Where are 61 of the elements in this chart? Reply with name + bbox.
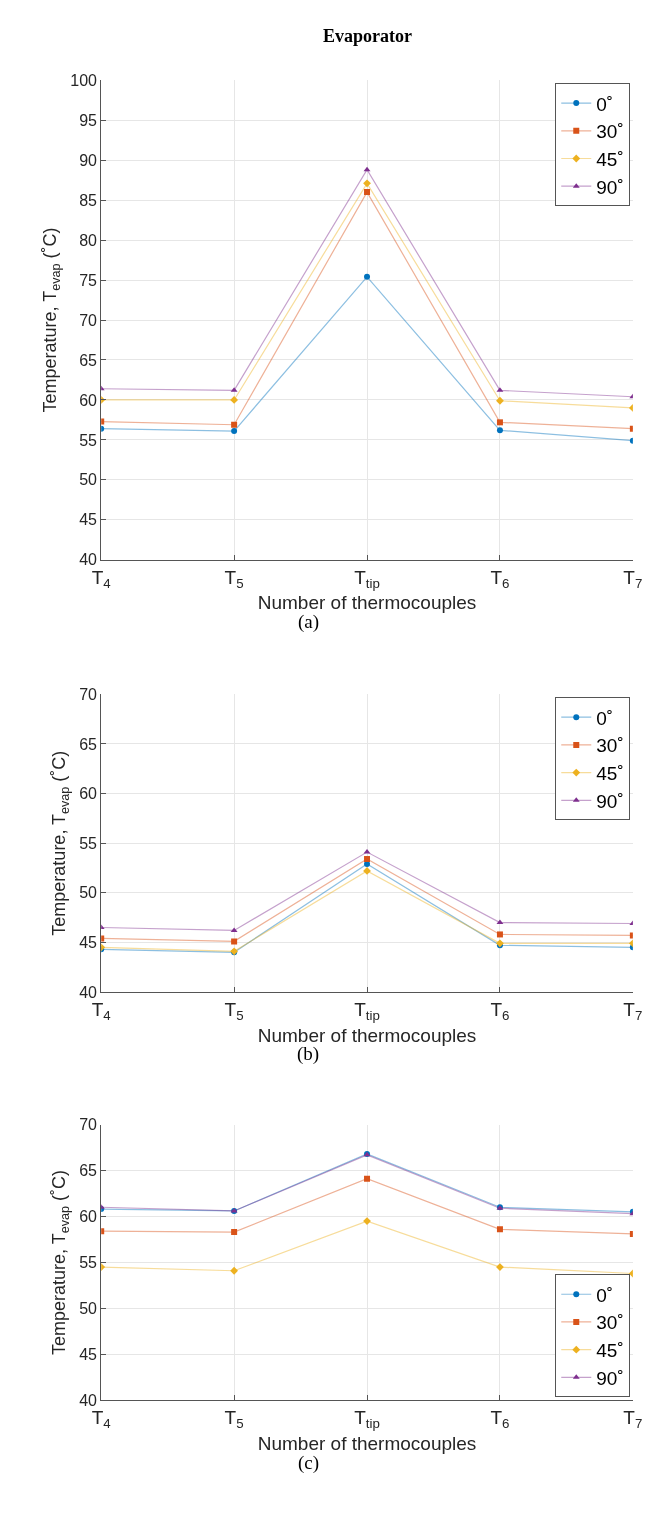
y-tick-label: 75 bbox=[79, 271, 98, 289]
x-tick-label: T$_{6}$ bbox=[490, 998, 510, 1023]
text: (b) bbox=[297, 1043, 320, 1065]
y-tick-label: 55 bbox=[79, 431, 98, 449]
x-tick-label: T$_{tip}$ bbox=[354, 566, 380, 591]
chart-title: Evaporator bbox=[323, 26, 412, 46]
x-axis-title: Number of thermocouples bbox=[257, 1024, 477, 1046]
y-tick-label: 60 bbox=[79, 1208, 98, 1226]
x-tick-label: T$_{5}$ bbox=[224, 1407, 244, 1432]
legend-label: 30˚ bbox=[596, 121, 624, 143]
y-tick-label: 70 bbox=[79, 685, 98, 703]
x-tick-label: T$_{4}$ bbox=[91, 1407, 111, 1432]
y-tick-label: 65 bbox=[79, 735, 98, 753]
y-tick-label: 70 bbox=[79, 1116, 98, 1134]
y-tick-label: 95 bbox=[79, 111, 98, 129]
x-tick-label: T$_{tip}$ bbox=[354, 1407, 380, 1432]
x-tick-label: T$_{7}$ bbox=[623, 566, 643, 591]
x-tick-label: T$_{7}$ bbox=[623, 1407, 643, 1432]
y-tick-label: 85 bbox=[79, 191, 98, 209]
legend-label: 45˚ bbox=[596, 1340, 624, 1362]
legend-label: 0˚ bbox=[596, 1284, 614, 1306]
legend-label: 30˚ bbox=[596, 1312, 624, 1334]
y-tick-label: 45 bbox=[79, 511, 98, 529]
x-tick-label: T$_{4}$ bbox=[91, 998, 111, 1023]
y-tick-label: 45 bbox=[79, 933, 98, 951]
legend-label: 0˚ bbox=[596, 93, 614, 115]
y-tick-label: 100 bbox=[70, 71, 98, 89]
x-tick-label: T$_{7}$ bbox=[623, 998, 643, 1023]
y-tick-label: 80 bbox=[79, 231, 98, 249]
x-tick-label: T$_{6}$ bbox=[490, 566, 510, 591]
x-axis-title: Number of thermocouples bbox=[257, 1433, 477, 1455]
x-tick-label: T$_{tip}$ bbox=[354, 998, 380, 1023]
y-tick-label: 55 bbox=[79, 1254, 98, 1272]
y-tick-label: 40 bbox=[79, 1392, 98, 1410]
legend-label: 90˚ bbox=[596, 176, 624, 198]
y-tick-label: 40 bbox=[79, 551, 98, 569]
x-tick-label: T$_{4}$ bbox=[91, 566, 111, 591]
x-axis-title: Number of thermocouples bbox=[257, 592, 477, 614]
legend-label: 90˚ bbox=[596, 790, 624, 812]
y-tick-label: 60 bbox=[79, 785, 98, 803]
y-tick-label: 60 bbox=[79, 391, 98, 409]
x-tick-label: T$_{5}$ bbox=[224, 998, 244, 1023]
y-tick-label: 50 bbox=[79, 471, 98, 489]
legend-label: 45˚ bbox=[596, 763, 624, 785]
y-tick-label: 70 bbox=[79, 311, 98, 329]
legend-label: 30˚ bbox=[596, 735, 624, 757]
x-tick-label: T$_{5}$ bbox=[224, 566, 244, 591]
x-tick-label: T$_{6}$ bbox=[490, 1407, 510, 1432]
y-tick-label: 40 bbox=[79, 983, 98, 1001]
y-tick-label: 45 bbox=[79, 1346, 98, 1364]
legend-label: 0˚ bbox=[596, 707, 614, 729]
y-tick-label: 55 bbox=[79, 834, 98, 852]
y-tick-label: 50 bbox=[79, 1300, 98, 1318]
y-tick-label: 65 bbox=[79, 351, 98, 369]
legend-label: 45˚ bbox=[596, 148, 624, 170]
legend-label: 90˚ bbox=[596, 1367, 624, 1389]
y-tick-label: 90 bbox=[79, 151, 98, 169]
y-tick-label: 50 bbox=[79, 884, 98, 902]
y-tick-label: 65 bbox=[79, 1162, 98, 1180]
text: (c) bbox=[298, 1452, 320, 1474]
text: (a) bbox=[298, 611, 320, 633]
